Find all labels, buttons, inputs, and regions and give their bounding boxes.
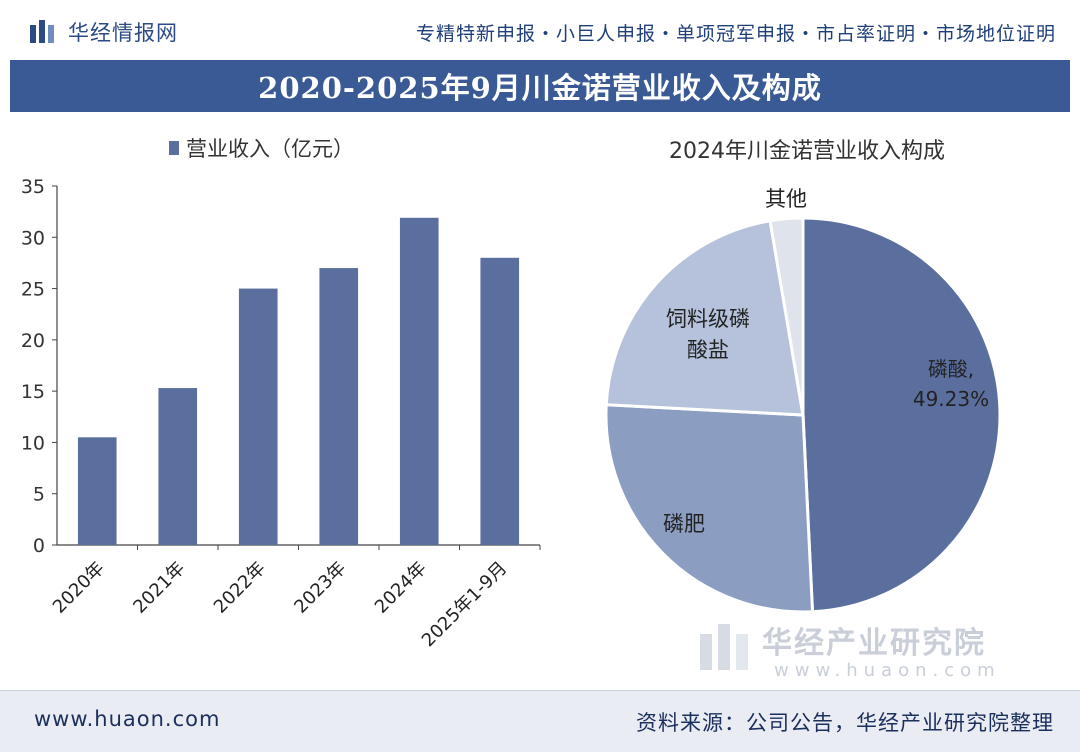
header: 华经情报网 专精特新申报・小巨人申报・单项冠军申报・市占率证明・市场地位证明: [0, 0, 1080, 64]
x-tick-label: 2021年: [129, 558, 189, 618]
chart-area: 营业收入（亿元） 0 5 10 15 20 25 30 35 2020年 2021年 2022年 2…: [21, 137, 1002, 651]
y-tick-label: 10: [21, 432, 45, 454]
services-banner[interactable]: 专精特新申报・小巨人申报・单项冠军申报・市占率证明・市场地位证明: [415, 23, 1056, 45]
slice-label-other: 其他: [765, 187, 807, 211]
y-tick-label: 35: [21, 176, 45, 198]
legend-swatch: [169, 141, 179, 155]
footer-url[interactable]: www.huaon.com: [34, 707, 221, 731]
logo-icon: [30, 20, 54, 43]
slice-value-phosphoric-acid: 49.23%: [913, 387, 989, 411]
y-tick-label: 5: [33, 484, 45, 506]
y-tick-label: 20: [21, 330, 45, 352]
pie-slice: [801, 216, 1002, 614]
pie-title: 2024年川金诺营业收入构成: [669, 139, 945, 164]
bar: [480, 257, 520, 545]
pie-slice: [768, 216, 805, 416]
bar-chart: 营业收入（亿元） 0 5 10 15 20 25 30 35 2020年 2021年 2022年 2…: [21, 137, 541, 651]
footer: www.huaon.com 资料来源：公司公告，华经产业研究院整理: [0, 690, 1080, 752]
slice-label-feed-phosphate-line1: 饲料级磷: [666, 307, 750, 331]
chart-title: 2020-2025年9月川金诺营业收入及构成: [10, 60, 1070, 112]
y-tick-label: 0: [33, 535, 45, 557]
logo-text[interactable]: 华经情报网: [68, 21, 178, 45]
bar: [158, 388, 198, 545]
watermark-text: 华经产业研究院: [762, 626, 986, 661]
watermark-logo-icon: [700, 624, 748, 670]
bar: [319, 268, 359, 545]
x-tick-label: 2022年: [210, 558, 270, 618]
pie-chart: 2024年川金诺营业收入构成 磷酸, 49.23% 磷肥 饲料级磷 酸盐 其他: [604, 139, 1002, 614]
slice-label-phosphoric-acid: 磷酸,: [928, 357, 974, 381]
x-tick-label: 2024年: [371, 558, 431, 618]
x-tick-label: 2023年: [290, 558, 350, 618]
bar: [238, 288, 278, 545]
y-tick-label: 25: [21, 279, 45, 301]
x-tick-label: 2020年: [49, 558, 109, 618]
x-tick-label: 2025年1-9月: [418, 558, 511, 651]
pie-slice: [604, 219, 805, 417]
y-tick-label: 30: [21, 227, 45, 249]
footer-source: 资料来源：公司公告，华经产业研究院整理: [636, 711, 1054, 735]
slice-label-feed-phosphate-line2: 酸盐: [687, 338, 729, 362]
pie-slice: [604, 403, 815, 614]
y-tick-label: 15: [21, 381, 45, 403]
bar: [399, 217, 439, 545]
slice-label-fertilizer: 磷肥: [663, 512, 705, 536]
watermark-url: www.huaon.com: [774, 660, 1001, 681]
bar: [77, 437, 117, 545]
bar-legend-label: 营业收入（亿元）: [186, 137, 354, 161]
